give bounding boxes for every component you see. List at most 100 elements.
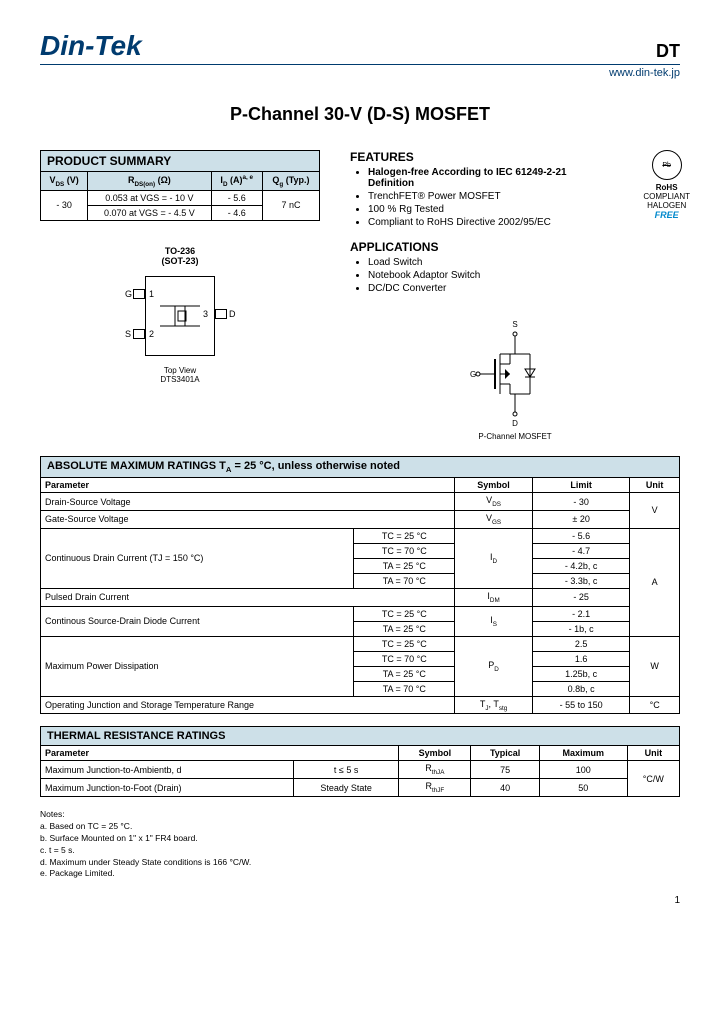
free-text: FREE <box>643 210 690 220</box>
part-number: DT <box>656 41 680 62</box>
app-item: DC/DC Converter <box>368 283 680 294</box>
col-limit: Limit <box>532 478 629 493</box>
table-cell: Maximum Power Dissipation <box>41 636 354 696</box>
feature-item: Halogen-free According to IEC 61249-2-21… <box>368 167 580 189</box>
table-cell: 2.5 <box>532 636 629 651</box>
table-cell: Maximum Junction-to-Foot (Drain) <box>41 779 294 797</box>
thermal-title: THERMAL RESISTANCE RATINGS <box>41 727 680 746</box>
pin-g: G <box>125 289 132 299</box>
notes-heading: Notes: <box>40 809 680 821</box>
package-diagram: TO-236 (SOT-23) G 1 S 2 D 3 Top View DTS… <box>40 246 320 384</box>
table-cell: TC = 25 °C <box>354 606 455 621</box>
table-cell: W <box>630 636 680 696</box>
table-cell: TA = 25 °C <box>354 621 455 636</box>
table-cell: TC = 70 °C <box>354 651 455 666</box>
thermal-ratings-table: THERMAL RESISTANCE RATINGS Parameter Sym… <box>40 726 680 797</box>
app-item: Load Switch <box>368 257 680 268</box>
table-cell: TA = 25 °C <box>354 558 455 573</box>
summary-r1: 0.053 at VGS = - 10 V <box>88 190 211 205</box>
pkg-bottom1: Top View <box>40 366 320 375</box>
table-cell: 1.6 <box>532 651 629 666</box>
page-header: Din-Tek DT <box>40 30 680 65</box>
applications-list: Load Switch Notebook Adaptor Switch DC/D… <box>350 257 680 294</box>
pin-s: S <box>125 329 131 339</box>
table-cell: VDS <box>455 493 533 511</box>
table-cell: - 25 <box>532 588 629 606</box>
table-cell: RthJA <box>399 761 471 779</box>
table-cell: IDM <box>455 588 533 606</box>
table-cell: A <box>630 528 680 636</box>
col-maximum: Maximum <box>539 746 627 761</box>
pkg-bottom2: DTS3401A <box>40 375 320 384</box>
table-cell: VGS <box>455 510 533 528</box>
summary-col-rds: RDS(on) (Ω) <box>88 172 211 191</box>
col-typical: Typical <box>471 746 539 761</box>
abs-max-title: ABSOLUTE MAXIMUM RATINGS TA = 25 °C, unl… <box>41 457 680 478</box>
features-list: Halogen-free According to IEC 61249-2-21… <box>350 167 580 228</box>
pin-d: D <box>229 309 236 319</box>
summary-id2: - 4.6 <box>211 205 262 220</box>
col-parameter: Parameter <box>41 478 455 493</box>
table-cell: t ≤ 5 s <box>294 761 399 779</box>
col-symbol: Symbol <box>455 478 533 493</box>
abs-max-ratings-table: ABSOLUTE MAXIMUM RATINGS TA = 25 °C, unl… <box>40 456 680 714</box>
table-cell: IS <box>455 606 533 636</box>
table-cell: - 55 to 150 <box>532 696 629 714</box>
table-cell: TA = 70 °C <box>354 573 455 588</box>
page-title: P-Channel 30-V (D-S) MOSFET <box>40 104 680 125</box>
col-parameter: Parameter <box>41 746 399 761</box>
product-summary-table: PRODUCT SUMMARY VDS (V) RDS(on) (Ω) ID (… <box>40 150 320 221</box>
note-a: a. Based on TC = 25 °C. <box>40 821 680 833</box>
halogen-text: HALOGEN <box>643 201 690 210</box>
page-number: 1 <box>40 895 680 906</box>
table-cell: - 4.7 <box>532 543 629 558</box>
table-cell: TA = 25 °C <box>354 666 455 681</box>
schematic-label: P-Channel MOSFET <box>350 432 680 441</box>
applications-heading: APPLICATIONS <box>350 240 680 254</box>
pb-free-icon: Pb <box>652 150 682 180</box>
table-cell: °C <box>630 696 680 714</box>
summary-col-qg: Qg (Typ.) <box>262 172 319 191</box>
table-cell: 0.8b, c <box>532 681 629 696</box>
table-cell: ID <box>455 528 533 588</box>
logo: Din-Tek <box>40 30 142 62</box>
schematic-diagram: S D <box>350 319 680 441</box>
table-cell: - 30 <box>532 493 629 511</box>
table-cell: Maximum Junction-to-Ambientb, d <box>41 761 294 779</box>
table-cell: ± 20 <box>532 510 629 528</box>
note-e: e. Package Limited. <box>40 868 680 880</box>
summary-col-vds: VDS (V) <box>41 172 88 191</box>
table-cell: TC = 25 °C <box>354 528 455 543</box>
summary-qg: 7 nC <box>262 190 319 220</box>
summary-vds: - 30 <box>41 190 88 220</box>
rohs-text: RoHS <box>643 183 690 192</box>
table-cell: Continuous Drain Current (TJ = 150 °C) <box>41 528 354 588</box>
table-cell: Operating Junction and Storage Temperatu… <box>41 696 455 714</box>
summary-heading: PRODUCT SUMMARY <box>41 151 320 172</box>
table-cell: - 5.6 <box>532 528 629 543</box>
table-cell: V <box>630 493 680 529</box>
rohs-compliant: COMPLIANT <box>643 192 690 201</box>
note-c: c. t = 5 s. <box>40 845 680 857</box>
svg-text:G: G <box>470 370 476 379</box>
table-cell: TC = 25 °C <box>354 636 455 651</box>
table-cell: - 4.2b, c <box>532 558 629 573</box>
notes-section: Notes: a. Based on TC = 25 °C. b. Surfac… <box>40 809 680 880</box>
table-cell: Gate-Source Voltage <box>41 510 455 528</box>
rohs-badge: Pb RoHS COMPLIANT HALOGEN FREE <box>643 150 690 220</box>
table-cell: Pulsed Drain Current <box>41 588 455 606</box>
note-b: b. Surface Mounted on 1" x 1" FR4 board. <box>40 833 680 845</box>
pkg-label2: (SOT-23) <box>40 256 320 266</box>
app-item: Notebook Adaptor Switch <box>368 270 680 281</box>
table-cell: TC = 70 °C <box>354 543 455 558</box>
table-cell: RthJF <box>399 779 471 797</box>
table-cell: Steady State <box>294 779 399 797</box>
pin-2: 2 <box>149 329 154 339</box>
col-symbol: Symbol <box>399 746 471 761</box>
table-cell: Continous Source-Drain Diode Current <box>41 606 354 636</box>
col-unit: Unit <box>630 478 680 493</box>
summary-r2: 0.070 at VGS = - 4.5 V <box>88 205 211 220</box>
note-d: d. Maximum under Steady State conditions… <box>40 857 680 869</box>
table-cell: - 3.3b, c <box>532 573 629 588</box>
table-cell: Drain-Source Voltage <box>41 493 455 511</box>
